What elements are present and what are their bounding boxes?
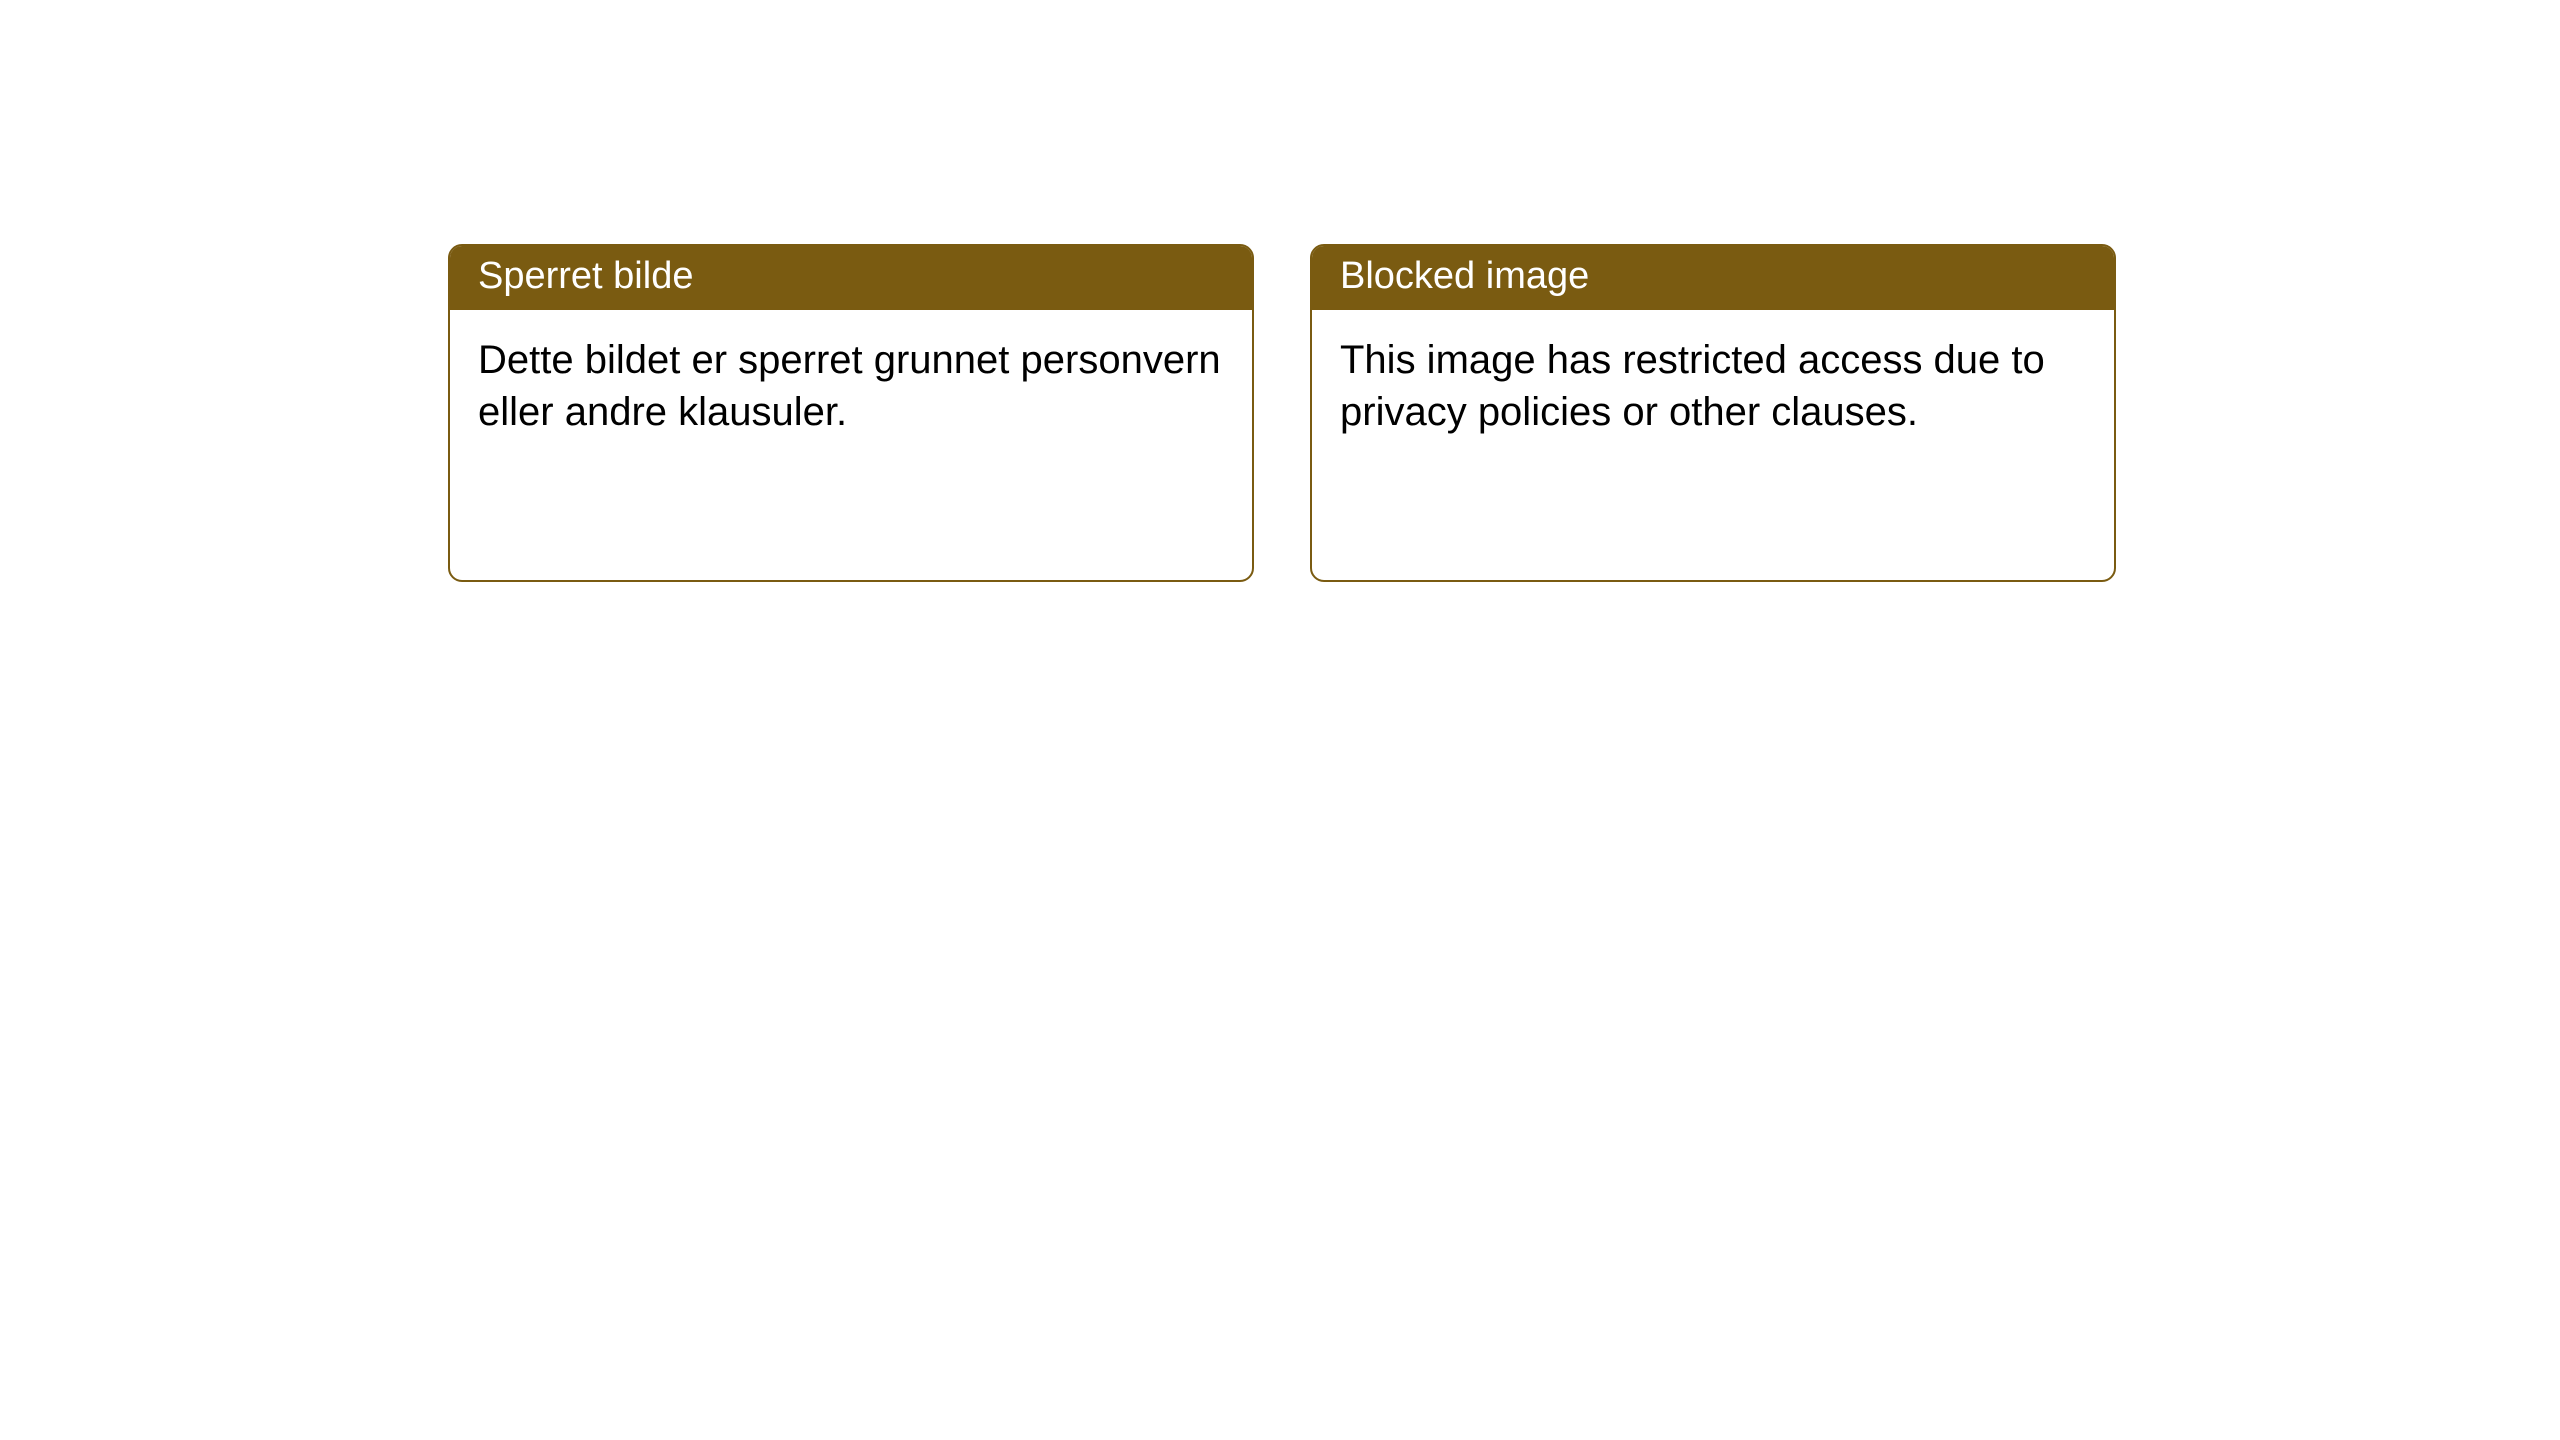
notice-container: Sperret bilde Dette bildet er sperret gr… [448, 244, 2116, 582]
notice-header-english: Blocked image [1312, 246, 2114, 310]
notice-body-norwegian: Dette bildet er sperret grunnet personve… [450, 310, 1252, 464]
notice-box-english: Blocked image This image has restricted … [1310, 244, 2116, 582]
notice-body-english: This image has restricted access due to … [1312, 310, 2114, 464]
notice-box-norwegian: Sperret bilde Dette bildet er sperret gr… [448, 244, 1254, 582]
notice-header-norwegian: Sperret bilde [450, 246, 1252, 310]
